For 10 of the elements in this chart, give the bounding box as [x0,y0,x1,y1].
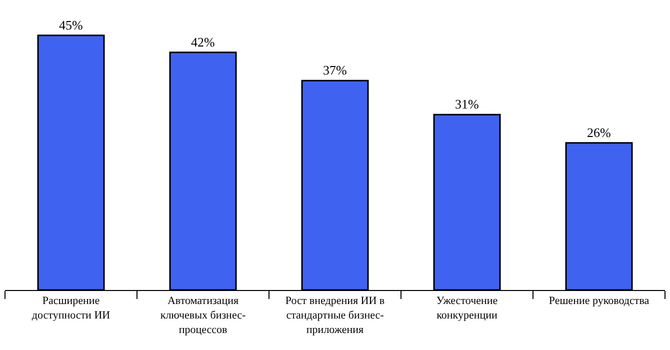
data-label: 45% [59,17,83,32]
x-tick-label: Расширение доступности ИИ [32,295,110,322]
data-label: 26% [587,124,611,140]
x-tick-label: Ужесточение конкуренции [436,295,498,322]
data-label: 37% [323,62,347,78]
data-label: 42% [191,34,215,50]
x-tick-label: Рост внедрения ИИ в стандартные бизнес-приложения [285,295,385,336]
x-tick-label: Автоматизация ключевых бизнес-процессов [160,295,246,336]
x-tick-label: Решение руководства [548,295,650,308]
data-label: 31% [455,96,479,112]
